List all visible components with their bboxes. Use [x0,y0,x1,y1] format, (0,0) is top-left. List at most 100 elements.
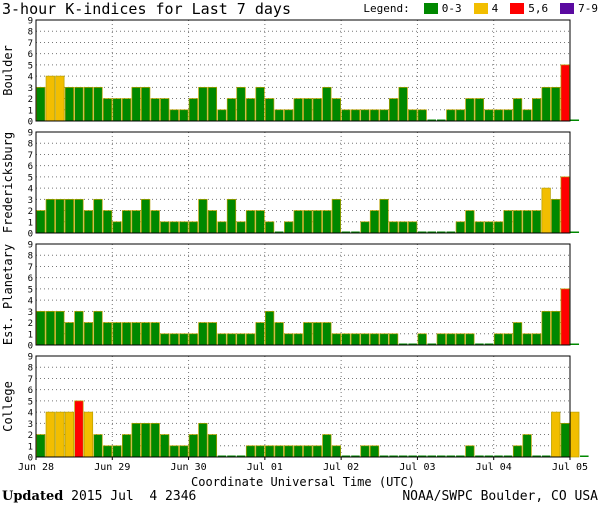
station-label-boulder: Boulder [1,45,15,96]
bar-fredericksburg [560,176,570,234]
bar-boulder [522,109,532,122]
panel-frame-fredericksburg [35,131,571,234]
bar-est-planetary [55,310,65,346]
y-tick-label-est-planetary: 2 [28,319,33,329]
bar-fredericksburg [160,221,170,234]
bar-est-planetary [274,322,284,346]
bar-boulder [226,98,237,122]
bar-est-planetary [446,333,456,346]
legend-swatch-0-3 [423,3,438,14]
bar-fredericksburg [45,198,55,234]
y-tick-label-est-planetary: 4 [28,297,33,307]
bar-college [379,455,389,457]
bar-college [570,411,580,458]
bar-college [150,422,160,458]
bar-fredericksburg [245,210,256,234]
bar-college [131,422,141,458]
bar-fredericksburg [351,231,360,233]
bar-fredericksburg [369,210,380,234]
legend-swatch-7-9 [560,3,575,14]
bar-college [265,445,275,458]
bar-fredericksburg [284,221,294,234]
y-tick-label-fredericksburg: 4 [28,185,33,195]
y-tick-label-boulder: 2 [28,95,33,105]
bar-boulder [484,109,494,122]
bar-est-planetary [350,333,361,346]
bar-est-planetary [369,333,380,346]
bar-college [93,434,103,458]
bar-fredericksburg [570,231,580,233]
bar-college [217,455,227,457]
bar-college [532,455,541,457]
bar-fredericksburg [226,198,237,234]
bar-est-planetary [198,322,208,346]
bar-est-planetary [379,333,389,346]
bar-college [331,445,341,458]
bar-boulder [446,109,456,122]
y-tick-label-est-planetary: 1 [28,330,33,340]
bar-boulder [284,109,294,122]
bar-boulder [570,119,580,121]
bar-college [522,434,532,458]
bar-boulder [150,98,160,122]
bar-college [303,445,313,458]
y-tick-label-fredericksburg: 5 [28,173,33,183]
bar-est-planetary [112,322,122,346]
bar-est-planetary [493,333,504,346]
bar-fredericksburg [55,198,65,234]
bar-boulder [541,86,551,122]
bar-boulder [36,86,46,122]
bar-est-planetary [560,288,570,346]
bar-boulder [169,109,179,122]
bar-boulder [93,86,103,122]
bar-est-planetary [551,310,561,346]
bar-boulder [207,86,218,122]
bar-est-planetary [465,333,475,346]
y-tick-label-est-planetary: 5 [28,285,33,295]
bar-boulder [341,109,351,122]
bar-est-planetary [284,333,294,346]
bar-college [312,445,322,458]
y-tick-label-college: 9 [28,353,33,363]
station-label-fredericksburg: Fredericksburg [1,132,15,233]
bar-est-planetary [93,310,103,346]
bar-est-planetary [388,333,399,346]
bar-est-planetary [236,333,246,346]
legend-label-5-6: 5,6 [528,2,549,15]
y-tick-label-est-planetary: 8 [28,252,33,262]
bar-fredericksburg [236,221,246,234]
bar-college [408,455,417,457]
bar-est-planetary [427,343,436,345]
bar-boulder [331,98,341,122]
bar-boulder [121,98,132,122]
bar-college [503,455,513,457]
bar-fredericksburg [255,210,265,234]
y-tick-label-boulder: 1 [28,106,33,116]
bar-boulder [503,109,513,122]
bar-college [484,455,494,457]
bar-fredericksburg [493,221,504,234]
bar-college [494,455,503,457]
bar-fredericksburg [446,231,456,233]
panel-border-est-planetary [35,243,571,346]
bar-est-planetary [312,322,322,346]
bar-est-planetary [408,343,417,345]
y-tick-label-boulder: 4 [28,73,33,83]
bar-college [293,445,303,458]
bar-est-planetary [541,310,551,346]
bar-boulder [303,98,313,122]
x-tick-label: Jun 30 [171,462,207,473]
legend-label-7-9: 7-9 [578,2,598,15]
y-tick-label-est-planetary: 0 [28,342,33,352]
bar-est-planetary [293,333,303,346]
y-tick-label-college: 6 [28,386,33,396]
bar-fredericksburg [293,210,303,234]
bar-boulder [560,64,570,122]
bar-college [179,445,189,458]
updated-label: Updated [2,489,64,504]
bar-fredericksburg [522,210,532,234]
y-tick-label-fredericksburg: 2 [28,207,33,217]
bar-boulder [417,109,427,122]
bar-boulder [83,86,94,122]
